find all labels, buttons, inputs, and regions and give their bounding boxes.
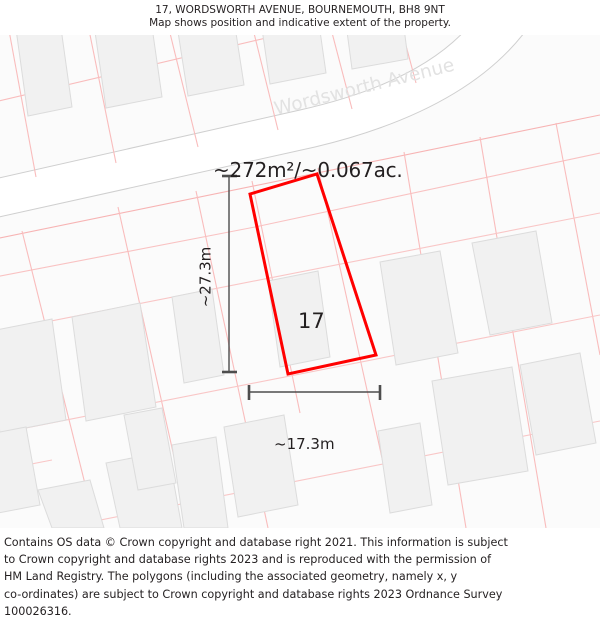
copyright-footer: Contains OS data © Crown copyright and d… [0,528,600,625]
footer-line: Contains OS data © Crown copyright and d… [4,536,508,549]
area-label: ~272m²/~0.067ac. [213,158,403,182]
footer-line: co-ordinates) are subject to Crown copyr… [4,587,503,601]
footer-line: 100026316. [4,604,72,618]
page-subtitle: Map shows position and indicative extent… [149,17,451,29]
footer-line: to Crown copyright and database rights 2… [4,553,492,567]
map-header: 17, WORDSWORTH AVENUE, BOURNEMOUTH, BH8 … [0,0,600,35]
footer-line: HM Land Registry. The polygons (includin… [4,570,458,584]
plot-number-label: 17 [298,309,325,333]
property-map[interactable]: Wordsworth Avenue ~272m²/~0.067ac. 17 ~1… [0,35,600,528]
road-wordsworth-avenue [0,35,524,218]
dimension-line-horizontal [247,385,382,400]
page-title: 17, WORDSWORTH AVENUE, BOURNEMOUTH, BH8 … [155,4,445,16]
property-boundary-polygon[interactable] [248,172,378,376]
building-footprints [0,35,597,528]
dimension-line-vertical [222,174,237,374]
dimension-lines [222,174,382,400]
height-dimension-label: ~27.3m [196,246,215,308]
width-dimension-label: ~17.3m [274,435,335,453]
